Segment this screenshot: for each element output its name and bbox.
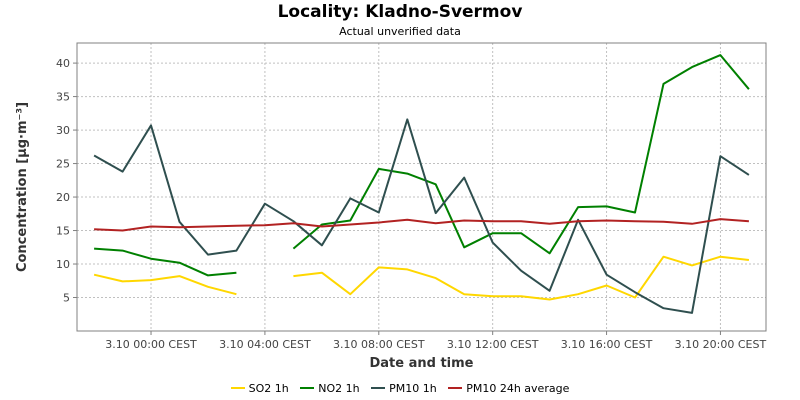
legend-swatch-pm10-24h (448, 387, 463, 389)
x-tick-label: 3.10 04:00 CEST (219, 338, 311, 351)
chart-title: Locality: Kladno-Svermov (277, 2, 523, 22)
legend-item-so2[interactable]: SO2 1h (230, 382, 289, 395)
y-tick-label: 35 (56, 91, 70, 104)
plot-frame (76, 42, 767, 332)
legend-item-pm10-24h[interactable]: PM10 24h average (448, 382, 569, 395)
x-tick-label: 3.10 08:00 CEST (333, 338, 425, 351)
legend-swatch-no2 (300, 387, 315, 389)
y-tick-label: 15 (56, 225, 70, 238)
y-tick-label: 20 (56, 191, 70, 204)
legend-swatch-pm10-1h (371, 387, 386, 389)
x-tick-label: 3.10 00:00 CEST (105, 338, 197, 351)
series-line-so2-1h (93, 273, 237, 296)
y-tick-label: 5 (63, 292, 70, 305)
legend-item-no2[interactable]: NO2 1h (300, 382, 360, 395)
series-line-pm10-24h-average (94, 218, 749, 232)
y-tick-label: 25 (56, 158, 70, 171)
y-axis-title: Concentration [µg·m⁻³] (15, 102, 30, 272)
x-tick-label: 3.10 20:00 CEST (675, 338, 767, 351)
series-line-no2-1h (292, 54, 750, 255)
y-tick-label: 10 (56, 258, 70, 271)
legend: SO2 1h NO2 1h PM10 1h PM10 24h average (0, 382, 800, 395)
legend-label-no2: NO2 1h (318, 382, 360, 395)
legend-swatch-so2 (230, 387, 245, 389)
chart-subtitle: Actual unverified data (339, 25, 461, 38)
x-axis-title: Date and time (369, 356, 473, 371)
legend-label-so2: SO2 1h (248, 382, 289, 395)
plot-area (77, 43, 766, 331)
legend-label-pm10-1h: PM10 1h (389, 382, 437, 395)
x-tick-label: 3.10 16:00 CEST (561, 338, 653, 351)
series-line-no2-1h (94, 247, 237, 277)
legend-item-pm10-1h[interactable]: PM10 1h (371, 382, 437, 395)
y-tick-label: 30 (56, 124, 70, 137)
y-tick-label: 40 (56, 57, 70, 70)
legend-label-pm10-24h: PM10 24h average (466, 382, 570, 395)
series-line-pm10-1h (93, 118, 750, 314)
x-tick-label: 3.10 12:00 CEST (447, 338, 539, 351)
series-line-so2-1h (293, 255, 750, 301)
